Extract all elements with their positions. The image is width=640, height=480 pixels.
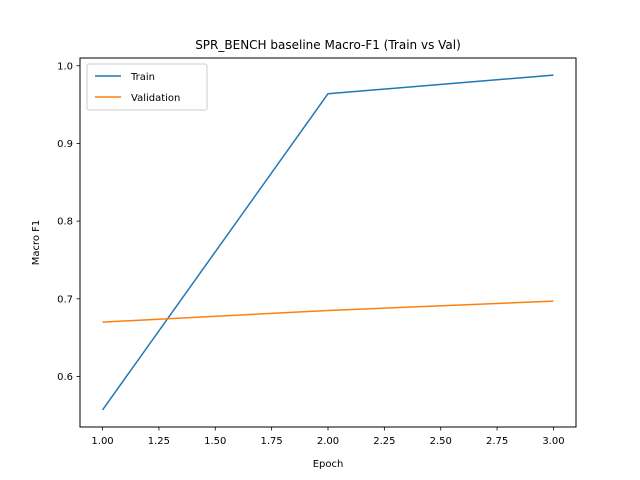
series-layer [101,74,554,411]
x-tick-label: 2.00 [317,436,339,447]
y-axis: 0.6 0.7 0.8 0.9 1.0 [57,61,80,383]
y-tick-label: 0.9 [57,139,73,150]
y-axis-label: Macro F1 [31,220,42,266]
plot-background [80,58,576,427]
y-tick-label: 0.7 [57,294,73,305]
x-axis-label: Epoch [313,459,344,470]
plot-area: 1.00 1.25 1.50 1.75 2.00 2.25 2.50 2.75 3.00 0.6… [57,57,577,447]
x-tick-label: 2.50 [430,436,452,447]
legend-label-train: Train [130,72,155,83]
x-axis: 1.00 1.25 1.50 1.75 2.00 2.25 2.50 2.75 3.00 [91,427,565,447]
legend: Train Validation [86,63,208,111]
x-tick-label: 2.75 [486,436,508,447]
legend-label-validation: Validation [131,93,180,104]
x-tick-label: 1.75 [261,436,283,447]
y-tick-label: 0.6 [57,372,73,383]
y-tick-label: 0.8 [57,217,73,228]
x-tick-label: 1.00 [91,436,113,447]
x-tick-label: 1.25 [148,436,170,447]
x-tick-label: 1.50 [204,436,226,447]
chart-title: SPR_BENCH baseline Macro-F1 (Train vs Va… [195,38,461,52]
x-tick-label: 3.00 [542,436,564,447]
y-tick-label: 1.0 [57,61,73,72]
x-tick-label: 2.25 [373,436,395,447]
